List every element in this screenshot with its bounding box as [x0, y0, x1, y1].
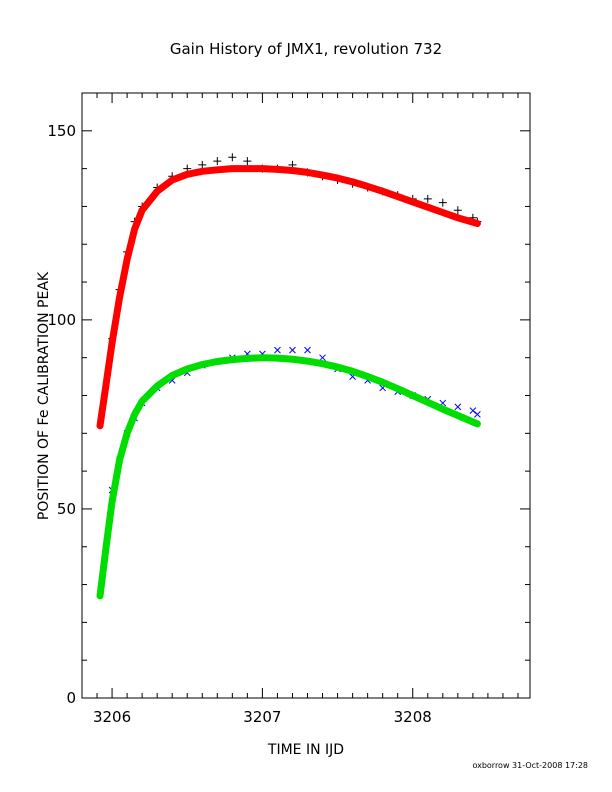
- series-1-point: [474, 411, 481, 418]
- series-1-point: [274, 346, 281, 354]
- x-tick-label: 3206: [93, 708, 131, 726]
- series-0-point: [213, 157, 222, 166]
- series-0-point: [243, 157, 252, 166]
- series-0-point: [453, 206, 462, 215]
- series-1-point: [304, 346, 311, 354]
- chart-title: Gain History of JMX1, revolution 732: [170, 40, 442, 58]
- series-0-point: [438, 198, 447, 207]
- series-3-fit-line: [96, 354, 481, 600]
- series-0-point: [423, 194, 432, 203]
- series-1-point: [289, 346, 296, 354]
- series-1-point: [469, 407, 477, 414]
- series-0-point: [228, 153, 237, 162]
- x-tick-label: 3207: [243, 708, 281, 726]
- x-axis-label: TIME IN IJD: [267, 742, 344, 758]
- series-1-point: [454, 403, 462, 411]
- y-tick-label: 150: [47, 122, 76, 140]
- y-tick-label: 50: [57, 500, 76, 518]
- y-tick-label: 100: [47, 311, 76, 329]
- series-2-fit-line: [96, 165, 481, 430]
- series-0-point: [198, 160, 207, 169]
- y-tick-label: 0: [66, 689, 76, 707]
- x-tick-label: 3208: [394, 708, 432, 726]
- y-axis-label: POSITION OF Fe CALIBRATION PEAK: [36, 271, 52, 520]
- series-1-point: [319, 354, 326, 362]
- footer-credit: oxborrow 31-Oct-2008 17:28: [472, 761, 588, 770]
